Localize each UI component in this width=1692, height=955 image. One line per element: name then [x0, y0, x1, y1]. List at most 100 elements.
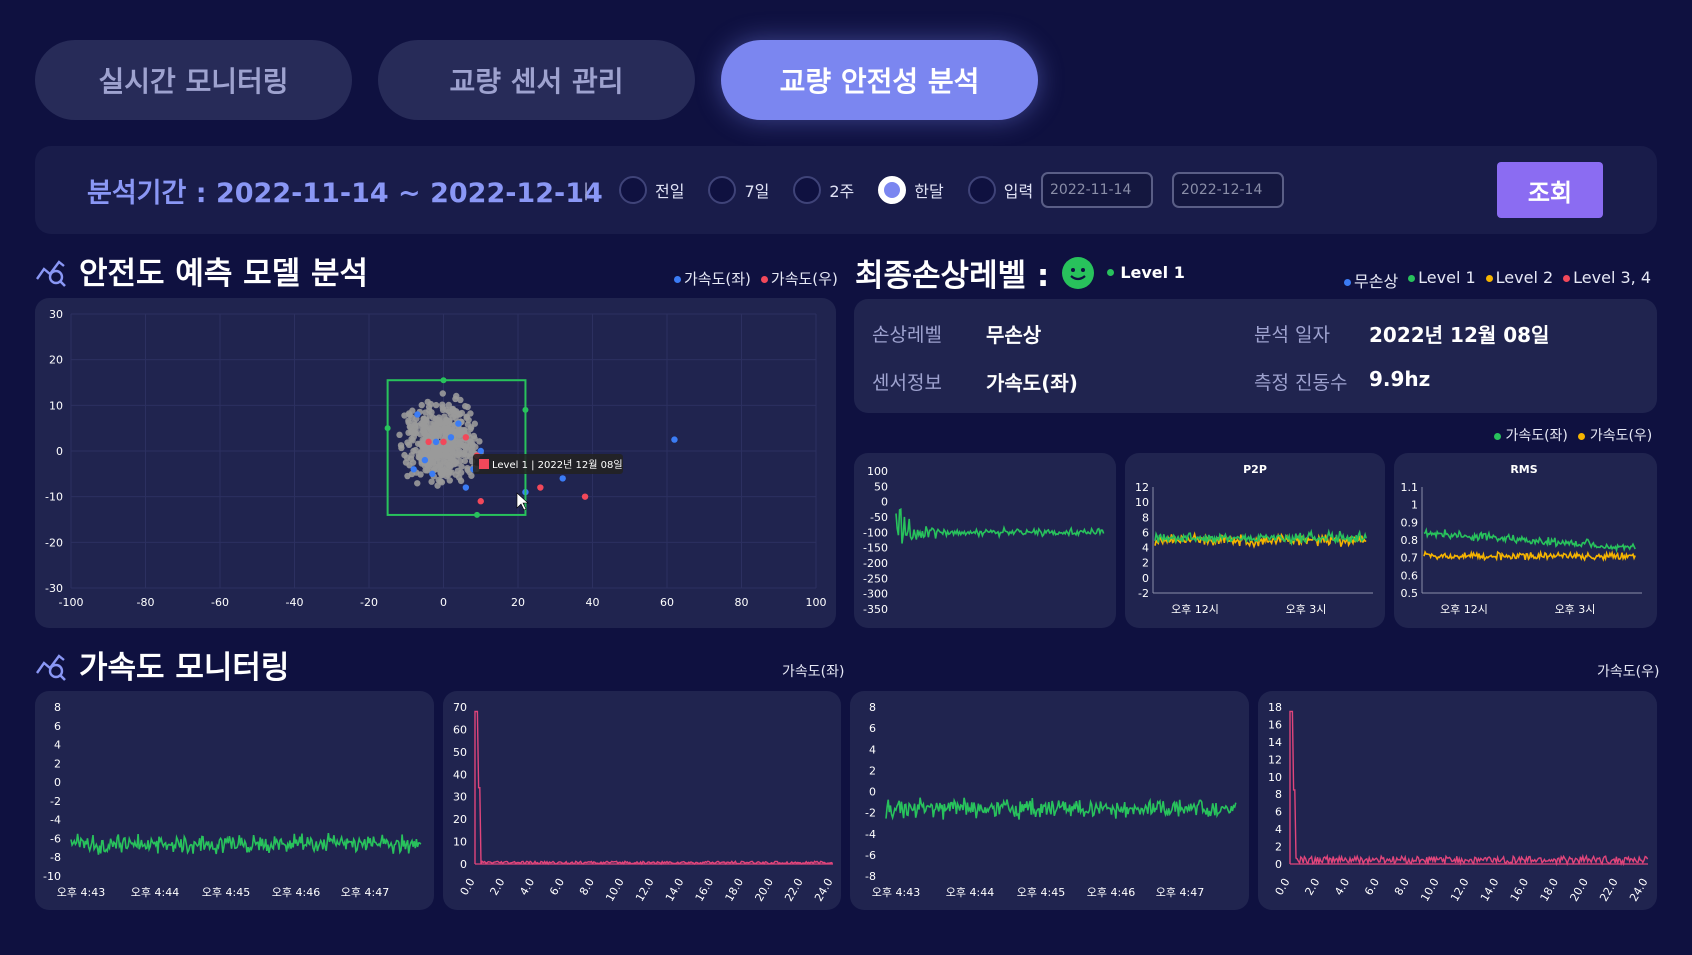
x-tick-label: 22.0 [782, 876, 806, 904]
cluster-point [457, 396, 464, 404]
data-point [425, 438, 432, 446]
y-tick-label: 8 [1142, 511, 1149, 524]
y-tick-label: -30 [45, 582, 63, 595]
section-title-text: 안전도 예측 모델 분석 [79, 256, 369, 292]
signal-line [895, 508, 1105, 544]
section-title-text: 가속도 모니터링 [79, 650, 290, 686]
cluster-point [410, 433, 417, 441]
cluster-point [449, 413, 457, 421]
p2p-panel: P2P 12 10 8 6 4 2 0 -2 오후 12시 오후 3시 [1125, 453, 1385, 628]
cluster-point [458, 463, 465, 470]
cluster-point [408, 451, 415, 459]
radio-circle[interactable] [967, 176, 996, 204]
tab-safety-analysis[interactable]: 교량 안전성 분석 [721, 40, 1038, 120]
selection-handle [440, 377, 447, 384]
cluster-point [444, 424, 452, 432]
tab-sensor-management[interactable]: 교량 센서 관리 [378, 40, 695, 120]
y-tick-label: 0.9 [1401, 516, 1419, 529]
sub-chart-legend: 가속도(좌) 가속도(우) [1494, 425, 1652, 445]
cluster-point [401, 412, 408, 419]
cluster-point [406, 461, 413, 469]
y-tick-label: 8 [1275, 788, 1282, 801]
cluster-point [406, 423, 414, 430]
spectrum-bars [474, 710, 833, 866]
start-date-input[interactable] [1041, 172, 1153, 208]
prediction-legend: 가속도(좌) 가속도(우) [674, 268, 838, 289]
x-tick-label: 오후 4:43 [872, 886, 920, 899]
y-tick-label: 2 [1142, 557, 1149, 570]
data-point [581, 493, 589, 500]
cluster-point [439, 390, 446, 397]
radio-circle[interactable] [619, 176, 647, 204]
radio-circle[interactable] [793, 176, 822, 204]
cluster-point [447, 463, 454, 470]
cluster-point [456, 410, 463, 417]
x-tick-label: 2.0 [487, 876, 507, 898]
divider: | [583, 179, 590, 201]
accel-right-time-panel: 8 6 4 2 0 -2 -4 -6 -8 오후 4:43 오후 4:44 오후 4:45 오후 4:4… [850, 691, 1249, 910]
y-tick-label: 20 [49, 354, 63, 367]
x-tick-label: 18.0 [723, 876, 747, 904]
data-point [455, 420, 462, 427]
end-date-input[interactable] [1172, 172, 1284, 208]
level-dot [1107, 269, 1115, 276]
y-tick-label: 0 [869, 786, 876, 799]
data-point [447, 434, 455, 441]
radio-custom[interactable]: 입력 [967, 176, 1033, 204]
radio-2weeks[interactable]: 2주 [793, 176, 854, 204]
series-line [70, 832, 422, 855]
y-tick-label: -8 [865, 870, 876, 883]
accel-right-time-chart: 8 6 4 2 0 -2 -4 -6 -8 오후 4:43 오후 4:44 오후 4:45 오후 4:4… [865, 701, 1237, 899]
x-tick-label: 22.0 [1597, 876, 1621, 904]
cluster-point [419, 436, 426, 444]
y-tick-label: 4 [1275, 823, 1282, 836]
y-tick-label: -20 [45, 536, 63, 549]
analysis-period: 분석기간 : 2022-11-14 ~ 2022-12-14 [87, 177, 603, 209]
legend-label: Level 1 [1418, 268, 1476, 287]
legend-dot [1494, 432, 1501, 440]
cluster-point [457, 469, 465, 476]
x-tick-label: 16.0 [693, 876, 717, 904]
p2p-chart: P2P 12 10 8 6 4 2 0 -2 오후 12시 오후 3시 [1135, 463, 1373, 616]
accel-right-label: 가속도(우) [1597, 664, 1660, 680]
section-title-text: 최종손상레벨 : [855, 258, 1050, 294]
x-tick-label: 14.0 [663, 876, 687, 904]
legend-dot [760, 276, 768, 283]
query-button[interactable]: 조회 [1497, 162, 1603, 218]
cluster-point [476, 438, 483, 445]
x-tick-label: -40 [286, 596, 304, 609]
legend-item: 가속도(좌) [674, 268, 751, 289]
x-tick-label: 오후 4:47 [341, 886, 389, 899]
cluster-point [459, 441, 466, 449]
radio-label: 7일 [744, 182, 770, 201]
y-tick-label: -200 [863, 557, 888, 570]
y-tick-label: 4 [1142, 542, 1149, 555]
legend-label: 가속도(좌) [1505, 428, 1568, 444]
selection-handle [384, 425, 391, 432]
data-point [440, 438, 447, 446]
x-tick-label: 18.0 [1538, 876, 1562, 904]
y-tick-label: 6 [869, 722, 876, 735]
radio-7days[interactable]: 7일 [708, 176, 769, 204]
y-tick-label: 6 [54, 720, 61, 733]
legend-item: Level 2 [1485, 268, 1553, 292]
radio-prev-day[interactable]: 전일 [619, 176, 684, 204]
x-tick-label: 0.0 [458, 876, 478, 898]
radio-circle-selected[interactable] [878, 176, 907, 204]
rms-panel: RMS 1.1 1 0.9 0.8 0.7 0.6 0.5 오후 12시 오후 3시 [1394, 453, 1657, 628]
x-tick-label: 10.0 [1418, 876, 1442, 904]
series-line [1154, 528, 1367, 547]
x-tick-label: 오후 12시 [1440, 603, 1488, 616]
x-tick-label: 24.0 [812, 876, 836, 904]
data-point [671, 436, 678, 443]
y-tick-label: 50 [874, 480, 888, 493]
cluster-point [427, 400, 434, 408]
y-tick-label: 10 [49, 399, 63, 412]
radio-1month[interactable]: 한달 [878, 176, 944, 204]
cluster-point [438, 479, 446, 486]
radio-circle[interactable] [708, 176, 737, 204]
tab-realtime-monitoring[interactable]: 실시간 모니터링 [35, 40, 352, 120]
x-tick-label: -20 [360, 596, 378, 609]
spectrum-bars [1289, 710, 1649, 867]
y-tick-label: 4 [869, 743, 876, 756]
